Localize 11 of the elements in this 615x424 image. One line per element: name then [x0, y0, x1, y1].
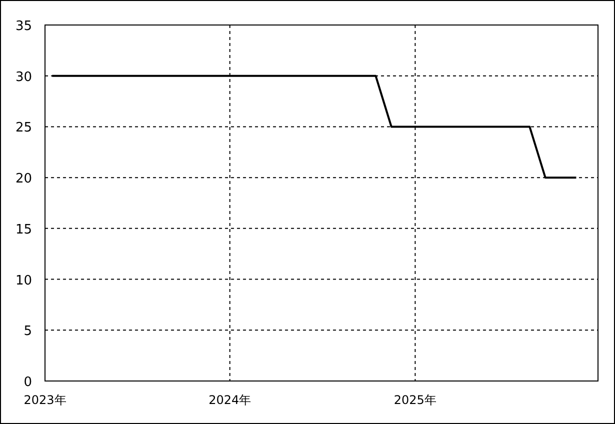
x-tick-label: 2023年 [24, 393, 66, 407]
y-tick-label: 5 [24, 324, 32, 340]
y-tick-label: 30 [15, 70, 32, 85]
y-tick-label: 20 [15, 172, 32, 187]
x-tick-label: 2024年 [208, 393, 252, 407]
y-tick-label: 10 [15, 273, 32, 288]
y-tick-label: 25 [15, 120, 32, 136]
y-tick-label: 35 [15, 19, 32, 34]
y-tick-label: 0 [24, 375, 32, 390]
x-tick-label: 2025年 [394, 393, 436, 407]
y-tick-label: 15 [15, 222, 32, 238]
